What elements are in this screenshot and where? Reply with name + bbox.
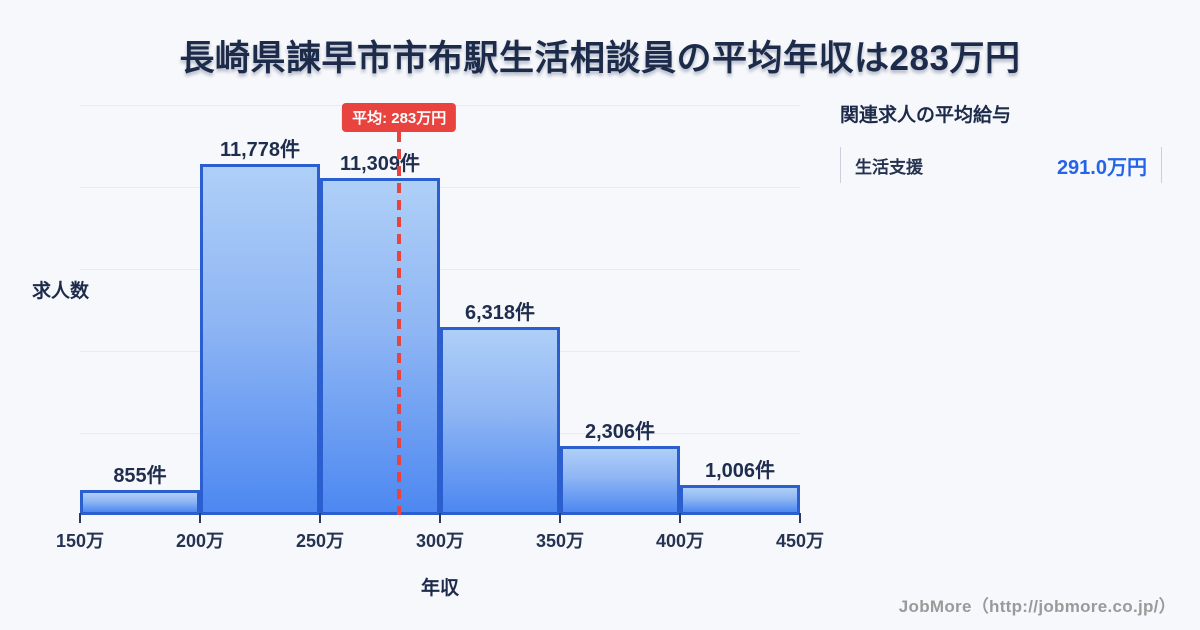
bar-count-label: 6,318件 xyxy=(464,301,536,324)
x-axis-tick-label: 200万 xyxy=(175,531,225,551)
histogram-bar-250万-300万 xyxy=(320,177,440,515)
footer-credit: JobMore（http://jobmore.co.jp/） xyxy=(898,597,1176,616)
y-axis-title: 求人数 xyxy=(32,281,90,302)
x-axis-tick-label: 250万 xyxy=(295,531,345,551)
average-badge: 平均: 283万円 xyxy=(342,103,457,132)
x-axis-tick xyxy=(559,513,561,523)
bar-count-label: 1,006件 xyxy=(704,460,776,482)
histogram-bar-150万-200万 xyxy=(80,489,200,515)
related-job-row: 生活支援 291.0万円 xyxy=(840,147,1162,183)
x-axis-tick-label: 400万 xyxy=(655,531,705,551)
gridline xyxy=(80,269,800,270)
related-job-name: 生活支援 xyxy=(855,157,923,177)
related-jobs-panel: 関連求人の平均給与 生活支援 291.0万円 xyxy=(840,100,1162,183)
related-jobs-panel-title: 関連求人の平均給与 xyxy=(840,105,1012,126)
histogram-bar-350万-400万 xyxy=(560,446,680,515)
histogram-bar-300万-350万 xyxy=(440,326,560,515)
page-title: 長崎県諫早市市布駅生活相談員の平均年収は283万円 xyxy=(179,39,1021,78)
bar-count-label: 11,309件 xyxy=(339,152,421,175)
bar-count-label: 2,306件 xyxy=(584,421,656,444)
x-axis-tick xyxy=(199,513,201,523)
bar-count-label: 855件 xyxy=(113,464,167,487)
x-axis-tick-label: 150万 xyxy=(55,531,105,551)
related-job-salary: 291.0万円 xyxy=(1056,156,1147,179)
x-axis-tick xyxy=(439,513,441,523)
related-jobs-rows: 生活支援 291.0万円 xyxy=(840,147,1162,183)
histogram-bar-400万-450万 xyxy=(680,485,800,515)
x-axis-tick-label: 300万 xyxy=(415,531,465,551)
histogram-bar-200万-250万 xyxy=(200,163,320,515)
x-axis-tick xyxy=(679,513,681,523)
x-axis-tick xyxy=(79,513,81,523)
x-axis-title: 年収 xyxy=(420,578,459,599)
x-axis-tick xyxy=(319,513,321,523)
bar-count-label: 11,778件 xyxy=(219,138,301,161)
x-axis-tick-label: 450万 xyxy=(775,531,825,551)
average-line xyxy=(397,132,402,515)
x-axis-tick-label: 350万 xyxy=(535,531,585,551)
gridline xyxy=(80,187,800,188)
x-axis-tick xyxy=(799,513,801,523)
